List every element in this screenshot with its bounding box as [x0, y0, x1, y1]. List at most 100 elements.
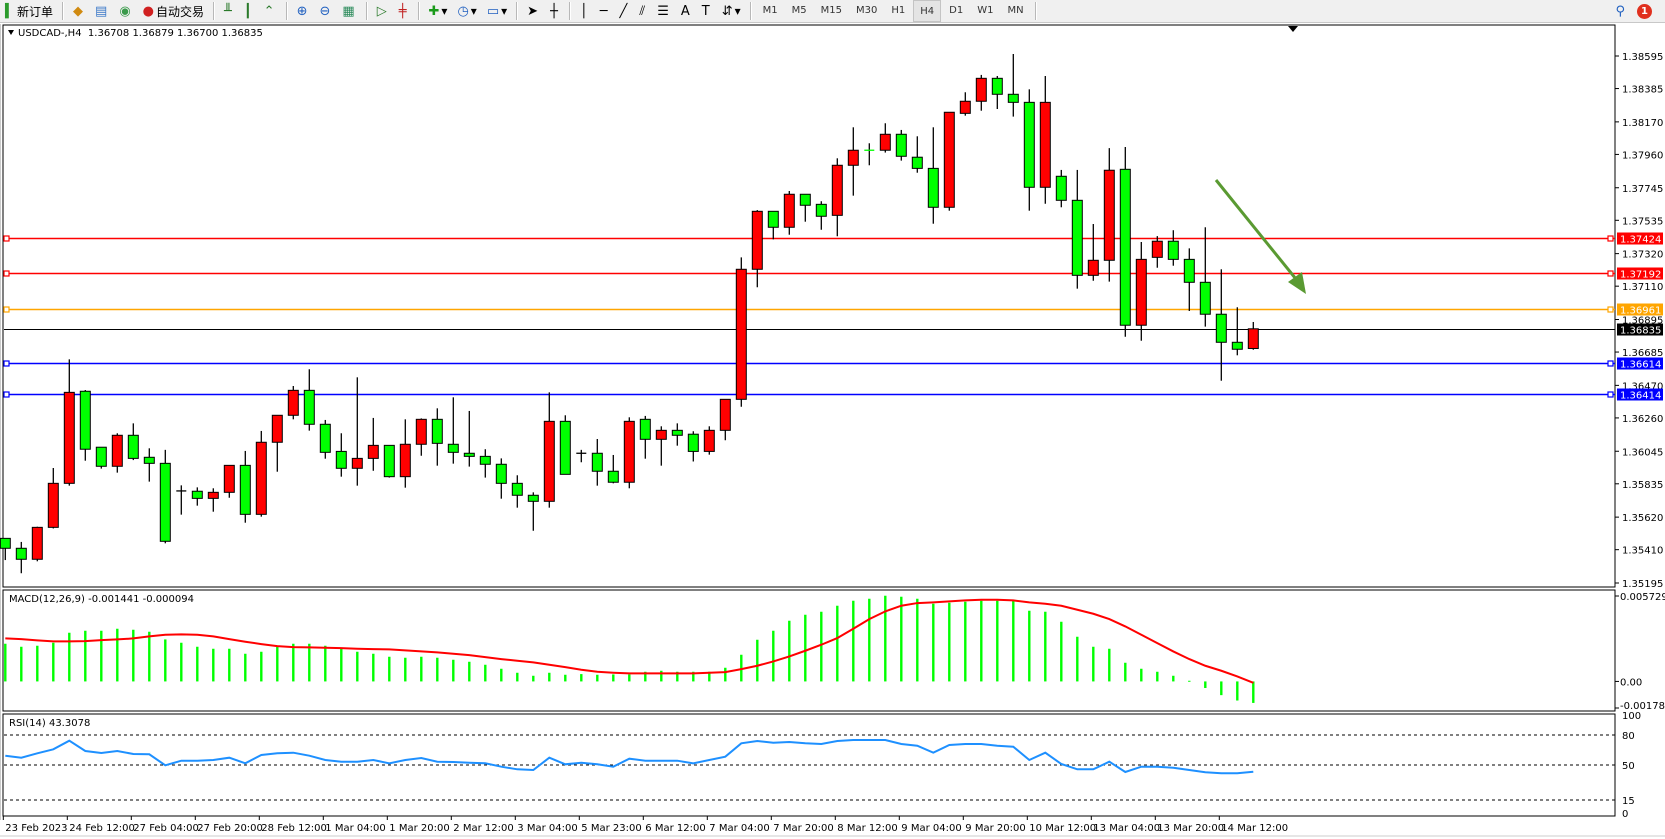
- symbol-dropdown-icon[interactable]: [8, 30, 14, 35]
- macd-histogram-bar: [100, 630, 103, 682]
- notifications-button[interactable]: 1: [1633, 1, 1656, 21]
- cursor-button[interactable]: ➤: [523, 1, 544, 21]
- add-indicator-icon: ✚: [428, 3, 440, 19]
- search-button[interactable]: ⚲: [1611, 1, 1631, 21]
- candle-body: [959, 100, 971, 114]
- candle-body: [783, 193, 795, 228]
- macd-histogram-bar: [148, 631, 151, 682]
- zoom-out-button[interactable]: ⊖: [315, 1, 336, 21]
- macd-histogram-bar: [228, 648, 231, 682]
- toolbar-separator: [516, 2, 519, 20]
- toolbar: ▍ 新订单 ◆ ▤ ◉ ● 自动交易 ╨ ┃ ⌃ ⊕ ⊖ ▦ ▷ ╪ ✚ ▾ ◷ ▾ ▭…: [0, 0, 1665, 23]
- bar-chart-icon: ╨: [224, 3, 232, 19]
- candle-body: [31, 526, 43, 560]
- macd-histogram-bar: [468, 661, 471, 682]
- timeframe-m30[interactable]: M30: [856, 4, 878, 16]
- candle-body: [831, 164, 843, 216]
- candle: [1039, 75, 1051, 204]
- candle-body: [975, 77, 987, 102]
- data-window-button[interactable]: ▤: [91, 1, 113, 21]
- auto-scroll-icon: ▷: [376, 3, 387, 19]
- timeframe-d1[interactable]: D1: [949, 4, 964, 16]
- line-handle-left-icon: [3, 270, 10, 277]
- candle-body: [495, 463, 507, 484]
- tile-windows-button[interactable]: ▦: [338, 1, 360, 21]
- price-label: 1.37424: [1620, 235, 1661, 246]
- line-handle-right-icon: [1607, 391, 1614, 398]
- candle-body: [607, 470, 619, 483]
- crosshair-button[interactable]: ┼: [546, 1, 564, 21]
- timeframe-mn[interactable]: MN: [1007, 4, 1024, 16]
- time-tick-label: 13 Mar 20:00: [1157, 823, 1224, 834]
- price-label: 1.36961: [1620, 306, 1661, 317]
- price-label-bg: [1617, 303, 1663, 316]
- auto-scroll-button[interactable]: ▷: [373, 1, 393, 21]
- signals-button[interactable]: ◉: [115, 1, 136, 21]
- macd-histogram-bar: [996, 600, 999, 682]
- trendline-button[interactable]: ╱: [616, 1, 634, 21]
- macd-signal-line: [5, 598, 1254, 684]
- bar-chart-button[interactable]: ╨: [220, 1, 238, 21]
- time-tick-label: 1 Mar 04:00: [325, 823, 385, 834]
- macd-axis-label: -0.001782: [1620, 701, 1665, 712]
- timeframe-w1[interactable]: W1: [977, 4, 994, 16]
- macd-histogram-bar: [628, 674, 631, 682]
- timeframe-h4[interactable]: H4: [913, 0, 942, 22]
- arrows-button[interactable]: ⇵ ▾: [721, 3, 741, 19]
- macd-histogram-bar: [564, 674, 567, 682]
- line-handle-left-icon: [3, 360, 10, 367]
- macd-histogram-bar: [660, 670, 663, 682]
- candle-body: [1215, 313, 1227, 343]
- timeframe-m5[interactable]: M5: [791, 4, 807, 16]
- candle-body: [991, 77, 1003, 95]
- candle: [207, 488, 219, 512]
- macd-histogram-bar: [324, 645, 327, 682]
- candle-body: [159, 462, 171, 542]
- candle: [463, 410, 475, 467]
- line-chart-button[interactable]: ⌃: [260, 1, 281, 21]
- periods-button[interactable]: ◷ ▾: [457, 3, 477, 19]
- candle: [703, 426, 715, 455]
- candle: [831, 158, 843, 237]
- rsi-axis-label: 50: [1622, 761, 1635, 772]
- templates-button[interactable]: ▭ ▾: [486, 3, 508, 19]
- chart-shift-marker-icon[interactable]: [1288, 26, 1298, 32]
- macd-histogram-bar: [132, 629, 135, 682]
- candle-body: [399, 443, 411, 478]
- candle: [943, 111, 955, 211]
- macd-histogram-bar: [548, 672, 551, 682]
- timeframe-m15[interactable]: M15: [820, 4, 842, 16]
- chart-shift-button[interactable]: ╪: [395, 1, 413, 21]
- macd-histogram-bar: [292, 643, 295, 682]
- toolbar-separator: [749, 2, 752, 20]
- market-watch-button[interactable]: ◆: [69, 1, 89, 21]
- time-tick-label: 27 Feb 04:00: [133, 823, 199, 834]
- trend-arrow[interactable]: [1214, 179, 1306, 294]
- equidistant-channel-button[interactable]: ⫽: [635, 1, 651, 21]
- time-tick-label: 6 Mar 12:00: [645, 823, 705, 834]
- text-label-button[interactable]: T: [698, 1, 716, 21]
- macd-histogram-bar: [1012, 600, 1015, 682]
- zoom-in-button[interactable]: ⊕: [293, 1, 314, 21]
- candle: [399, 419, 411, 488]
- arrow-head-icon: [1288, 272, 1306, 294]
- candle: [607, 454, 619, 484]
- macd-histogram-bar: [260, 651, 263, 682]
- new-order-button[interactable]: ▍ 新订单: [1, 1, 57, 21]
- macd-histogram-bar: [1252, 681, 1255, 703]
- vertical-line-button[interactable]: │: [576, 1, 594, 21]
- horizontal-line-button[interactable]: ─: [596, 1, 614, 21]
- text-button[interactable]: A: [677, 1, 696, 21]
- candle: [271, 414, 283, 472]
- fibonacci-button[interactable]: ☰: [653, 1, 675, 21]
- timeframe-m1[interactable]: M1: [762, 4, 778, 16]
- timeframe-h1[interactable]: H1: [891, 4, 906, 16]
- bid-label-bg: [1617, 323, 1663, 336]
- auto-trading-button[interactable]: ● 自动交易: [139, 1, 208, 21]
- horizontal-line-icon: ─: [599, 3, 608, 19]
- candle-body: [191, 490, 203, 499]
- indicators-button[interactable]: ✚ ▾: [428, 3, 448, 19]
- candlestick-button[interactable]: ┃: [240, 1, 258, 21]
